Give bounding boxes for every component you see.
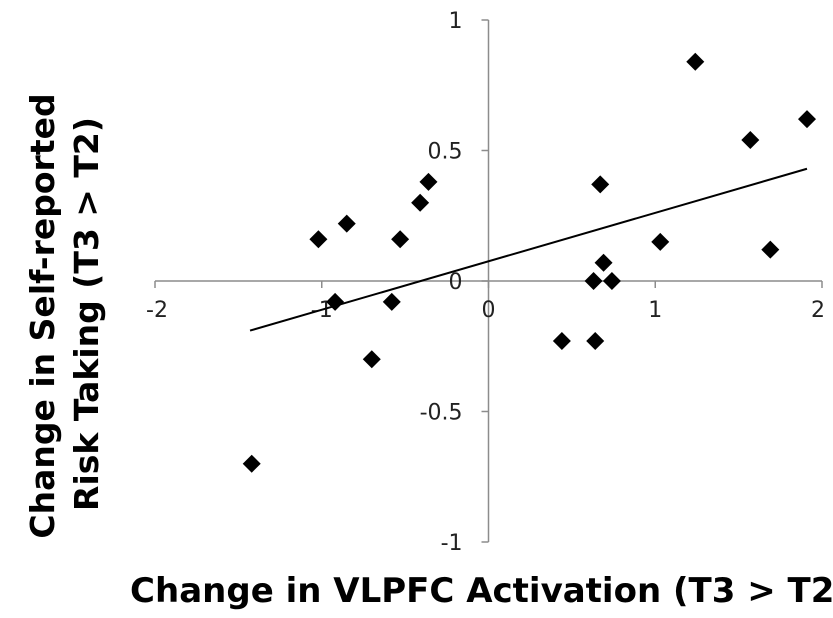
data-point (419, 172, 438, 191)
y-axis-title-line1: Change in Self-reported (23, 93, 62, 538)
trendline-group (249, 167, 808, 332)
trendline (249, 167, 808, 332)
x-axis-title: Change in VLPFC Activation (T3 > T2) (130, 571, 833, 611)
y-tick-label: 0.5 (428, 140, 463, 165)
data-point (337, 214, 356, 233)
data-point (586, 332, 605, 351)
x-tick-label: -2 (146, 298, 168, 323)
data-point (741, 131, 760, 150)
data-point (591, 175, 610, 194)
y-tick-label: 1 (449, 9, 463, 34)
y-tick-label: -1 (441, 531, 463, 556)
data-point (797, 110, 816, 129)
data-point (391, 230, 410, 249)
x-tick-label: 2 (811, 298, 825, 323)
y-tick-label: 0 (449, 270, 463, 295)
data-point (584, 272, 603, 290)
data-point (686, 52, 705, 71)
data-point (309, 230, 328, 249)
data-point (242, 454, 261, 473)
x-tick-label: 0 (482, 298, 496, 323)
data-points (242, 52, 816, 473)
axes (154, 19, 823, 543)
y-axis-title-line2: Risk Taking (T3 > T2) (67, 117, 106, 511)
y-tick-label: -0.5 (420, 401, 463, 426)
data-point (411, 193, 430, 212)
data-point (594, 253, 613, 272)
data-point (602, 272, 621, 290)
data-point (552, 332, 571, 351)
tick-labels: -2-101210.50-0.5-1 (146, 9, 825, 556)
data-point (651, 232, 670, 251)
data-point (362, 350, 381, 369)
x-tick-label: 1 (648, 298, 662, 323)
data-point (761, 240, 780, 259)
data-point (382, 292, 401, 311)
data-point (326, 292, 345, 311)
